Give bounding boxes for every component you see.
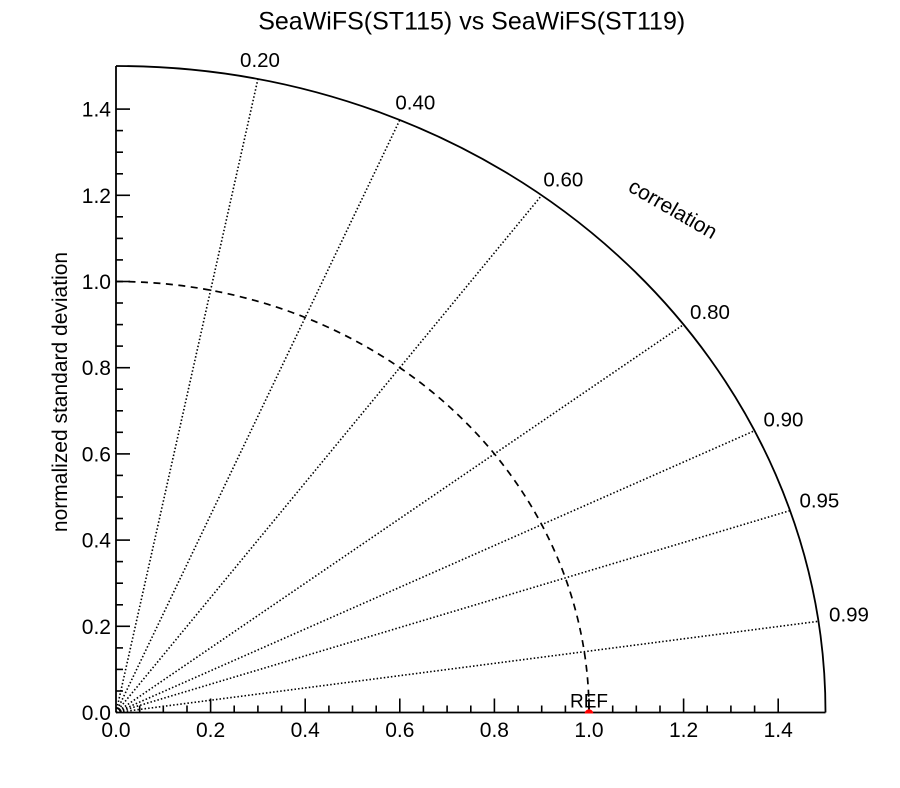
svg-text:0.2: 0.2: [196, 719, 225, 742]
svg-text:0.90: 0.90: [764, 409, 804, 432]
svg-text:1.2: 1.2: [82, 185, 111, 208]
svg-text:1.0: 1.0: [574, 719, 603, 742]
svg-text:REF: REF: [570, 692, 608, 713]
svg-text:0.8: 0.8: [480, 719, 509, 742]
svg-text:0.60: 0.60: [543, 168, 583, 191]
svg-text:SeaWiFS(ST115) vs SeaWiFS(ST11: SeaWiFS(ST115) vs SeaWiFS(ST119): [258, 8, 685, 36]
svg-text:0.6: 0.6: [385, 719, 414, 742]
svg-text:0.0: 0.0: [82, 702, 111, 725]
svg-text:correlation: correlation: [625, 175, 721, 244]
svg-text:normalized standard deviation: normalized standard deviation: [49, 252, 72, 532]
svg-text:0.20: 0.20: [240, 49, 280, 72]
svg-text:0.6: 0.6: [82, 443, 111, 466]
svg-text:0.4: 0.4: [82, 530, 112, 553]
svg-text:1.0: 1.0: [82, 271, 111, 294]
svg-text:0.4: 0.4: [291, 719, 321, 742]
svg-text:0.2: 0.2: [82, 616, 111, 639]
svg-text:0.40: 0.40: [395, 92, 435, 115]
svg-text:0.80: 0.80: [690, 301, 730, 324]
svg-text:1.2: 1.2: [669, 719, 698, 742]
svg-text:0.95: 0.95: [799, 490, 839, 513]
svg-text:1.4: 1.4: [82, 99, 112, 122]
svg-text:0.99: 0.99: [829, 603, 869, 626]
svg-text:1.4: 1.4: [764, 719, 794, 742]
svg-text:0.0: 0.0: [101, 719, 130, 742]
svg-text:0.8: 0.8: [82, 357, 111, 380]
